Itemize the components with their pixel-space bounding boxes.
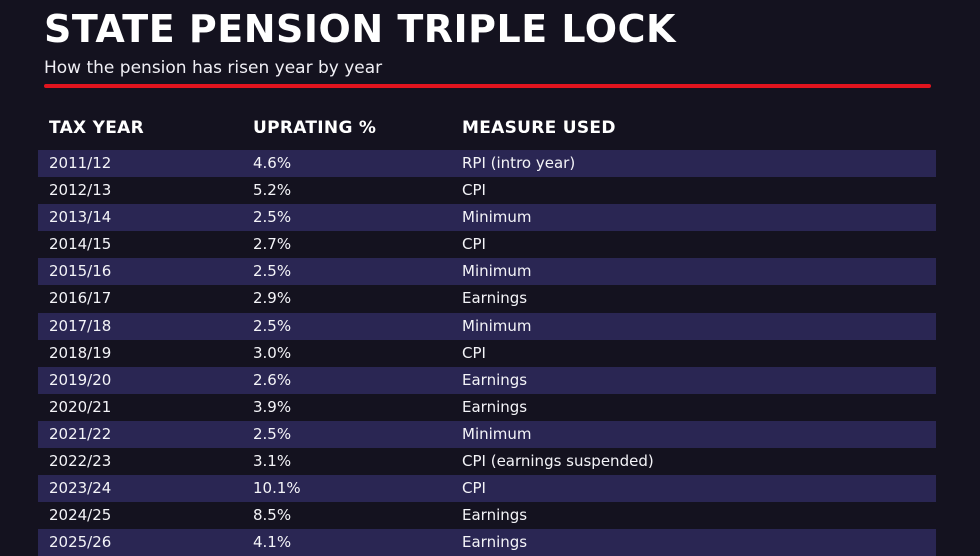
cell-uprating: 2.5% (253, 208, 292, 227)
cell-measure: Earnings (462, 289, 528, 308)
cell-uprating: 8.5% (253, 506, 292, 525)
cell-uprating: 2.7% (253, 235, 292, 254)
cell-measure: Minimum (462, 262, 532, 281)
cell-tax-year: 2018/19 (49, 343, 112, 362)
table-row: 2021/22 2.5% Minimum (38, 420, 936, 449)
cell-uprating: 2.5% (253, 262, 292, 281)
cell-measure: Earnings (462, 533, 528, 552)
page-title: STATE PENSION TRIPLE LOCK (44, 7, 676, 51)
cell-uprating: 3.9% (253, 397, 292, 416)
table-row: 2012/13 5.2% CPI (38, 177, 936, 204)
table-row: 2022/23 3.1% CPI (earnings suspended) (38, 448, 936, 475)
table-row: 2020/21 3.9% Earnings (38, 394, 936, 421)
cell-tax-year: 2025/26 (49, 533, 112, 552)
cell-uprating: 2.6% (253, 370, 292, 389)
cell-tax-year: 2022/23 (49, 452, 112, 471)
table-header: TAX YEAR UPRATING % MEASURE USED (38, 114, 936, 142)
cell-uprating: 4.1% (253, 533, 292, 552)
table-row: 2014/15 2.7% CPI (38, 231, 936, 258)
cell-tax-year: 2011/12 (49, 154, 112, 172)
cell-measure: Earnings (462, 506, 528, 525)
cell-tax-year: 2024/25 (49, 506, 112, 525)
table-row: 2011/12 4.6% RPI (intro year) (38, 150, 936, 178)
cell-measure: CPI (earnings suspended) (462, 452, 654, 471)
cell-measure: CPI (462, 479, 486, 498)
cell-measure: CPI (462, 343, 486, 362)
table-row: 2025/26 4.1% Earnings (38, 529, 936, 556)
table-row: 2019/20 2.6% Earnings (38, 366, 936, 394)
cell-uprating: 3.0% (253, 343, 292, 362)
table-body: 2011/12 4.6% RPI (intro year) 2012/13 5.2% CP… (38, 150, 936, 556)
cell-tax-year: 2019/20 (49, 370, 112, 389)
cell-uprating: 5.2% (253, 181, 292, 200)
column-header-tax-year: TAX YEAR (49, 118, 145, 138)
table-row: 2017/18 2.5% Minimum (38, 312, 936, 340)
cell-tax-year: 2012/13 (49, 181, 112, 200)
cell-uprating: 2.9% (253, 289, 292, 308)
table-row: 2023/24 10.1% CPI (38, 475, 936, 503)
cell-tax-year: 2020/21 (49, 397, 112, 416)
cell-measure: Earnings (462, 397, 528, 416)
cell-tax-year: 2017/18 (49, 316, 112, 335)
table-row: 2016/17 2.9% Earnings (38, 285, 936, 312)
cell-uprating: 3.1% (253, 452, 292, 471)
cell-measure: RPI (intro year) (462, 154, 576, 172)
title-divider (44, 84, 931, 88)
cell-measure: Minimum (462, 208, 532, 227)
cell-measure: CPI (462, 235, 486, 254)
cell-uprating: 2.5% (253, 424, 292, 443)
table-row: 2015/16 2.5% Minimum (38, 258, 936, 286)
cell-uprating: 10.1% (253, 479, 301, 498)
cell-measure: Minimum (462, 316, 532, 335)
cell-tax-year: 2014/15 (49, 235, 112, 254)
cell-measure: Earnings (462, 370, 528, 389)
cell-uprating: 4.6% (253, 154, 292, 172)
page-subtitle: How the pension has risen year by year (44, 58, 383, 78)
cell-tax-year: 2016/17 (49, 289, 112, 308)
cell-tax-year: 2013/14 (49, 208, 112, 227)
cell-tax-year: 2021/22 (49, 424, 112, 443)
cell-measure: CPI (462, 181, 486, 200)
cell-measure: Minimum (462, 424, 532, 443)
cell-tax-year: 2023/24 (49, 479, 112, 498)
column-header-uprating: UPRATING % (253, 118, 377, 138)
table-row: 2013/14 2.5% Minimum (38, 204, 936, 232)
column-header-measure: MEASURE USED (462, 118, 616, 138)
table-row: 2024/25 8.5% Earnings (38, 502, 936, 529)
table-row: 2018/19 3.0% CPI (38, 340, 936, 367)
cell-uprating: 2.5% (253, 316, 292, 335)
cell-tax-year: 2015/16 (49, 262, 112, 281)
